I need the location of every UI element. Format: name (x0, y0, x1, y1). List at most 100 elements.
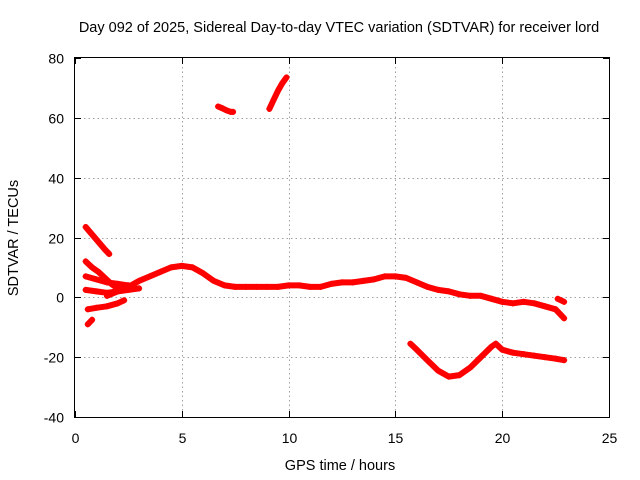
data-point (82, 273, 89, 280)
data-point (95, 238, 102, 245)
data-point (531, 300, 538, 307)
data-point (136, 285, 143, 292)
data-point (230, 108, 237, 115)
data-point (82, 258, 89, 265)
axis-ticks: 0 5 10 15 20 25 -40 -20 0 20 40 60 80 (44, 51, 618, 447)
data-point (477, 292, 484, 299)
y-tick-label: 20 (48, 231, 64, 247)
data-point (467, 292, 474, 299)
data-point (93, 276, 100, 283)
data-point (554, 295, 561, 302)
data-point (509, 300, 516, 307)
data-point (121, 297, 128, 304)
data-point (223, 107, 230, 114)
data-point (221, 282, 228, 289)
data-point (541, 303, 548, 310)
data-point (89, 316, 96, 323)
data-point (492, 340, 499, 347)
x-tick-label: 15 (388, 430, 404, 446)
data-point (200, 270, 207, 277)
chart-title: Day 092 of 2025, Sidereal Day-to-day VTE… (79, 20, 599, 36)
data-point (242, 283, 249, 290)
data-point (435, 367, 442, 374)
y-tick-label: 80 (48, 51, 64, 67)
data-point (114, 300, 121, 307)
data-point (279, 80, 286, 87)
data-point (146, 273, 153, 280)
x-tick-label: 0 (72, 430, 80, 446)
data-point (371, 276, 378, 283)
data-point (189, 264, 196, 271)
data-point (509, 349, 516, 356)
data-point (84, 321, 91, 328)
data-point (328, 280, 335, 287)
data-point (349, 279, 356, 286)
grid-lines (75, 58, 609, 417)
data-point (531, 352, 538, 359)
data-point (552, 355, 559, 362)
data-point (499, 298, 506, 305)
data-point (101, 246, 108, 253)
data-point (274, 283, 281, 290)
data-point (552, 306, 559, 313)
data-point (89, 231, 96, 238)
y-tick-label: -40 (44, 410, 64, 426)
series-main-track (104, 262, 568, 322)
y-tick-label: 40 (48, 171, 64, 187)
series-early-arc-e (84, 297, 128, 313)
data-point (541, 354, 548, 361)
data-point (339, 279, 345, 286)
data-point (392, 273, 399, 280)
data-series (82, 74, 568, 380)
data-point (104, 292, 111, 299)
data-point (210, 277, 217, 284)
data-point (403, 274, 410, 281)
data-point (106, 250, 113, 257)
data-point (445, 373, 452, 380)
data-point (561, 357, 568, 364)
data-point (424, 283, 431, 290)
data-point (93, 288, 100, 295)
data-point (317, 283, 324, 290)
data-point (125, 283, 132, 290)
x-tick-label: 25 (602, 430, 618, 446)
data-point (114, 280, 121, 287)
data-point (520, 298, 527, 305)
data-point (232, 283, 239, 290)
data-point (168, 264, 175, 271)
plot-frame (74, 57, 610, 418)
data-point (274, 87, 281, 94)
y-tick-label: -20 (44, 350, 64, 366)
data-point (561, 315, 568, 322)
data-point (215, 103, 222, 110)
data-point (488, 295, 495, 302)
data-point (104, 303, 111, 310)
data-point (381, 273, 388, 280)
data-point (435, 286, 442, 293)
data-point (136, 277, 143, 284)
data-point (413, 346, 420, 353)
data-point (178, 262, 185, 269)
data-point (89, 264, 96, 271)
y-axis-label: SDTVAR / TECUs (6, 180, 22, 296)
data-point (84, 306, 91, 313)
data-point (104, 279, 111, 286)
data-point (219, 105, 226, 112)
data-point (93, 304, 100, 311)
data-point (407, 340, 414, 347)
data-point (157, 268, 164, 275)
data-point (499, 346, 506, 353)
data-point (456, 291, 463, 298)
data-point (283, 74, 290, 81)
data-point (360, 277, 367, 284)
data-point (114, 288, 121, 295)
data-point (270, 96, 277, 103)
data-point (520, 351, 527, 358)
data-point (253, 283, 260, 290)
data-point (296, 282, 303, 289)
data-point (424, 357, 431, 364)
x-axis-label: GPS time / hours (285, 458, 395, 474)
data-point (488, 343, 495, 350)
series-lower-arc (407, 340, 568, 380)
